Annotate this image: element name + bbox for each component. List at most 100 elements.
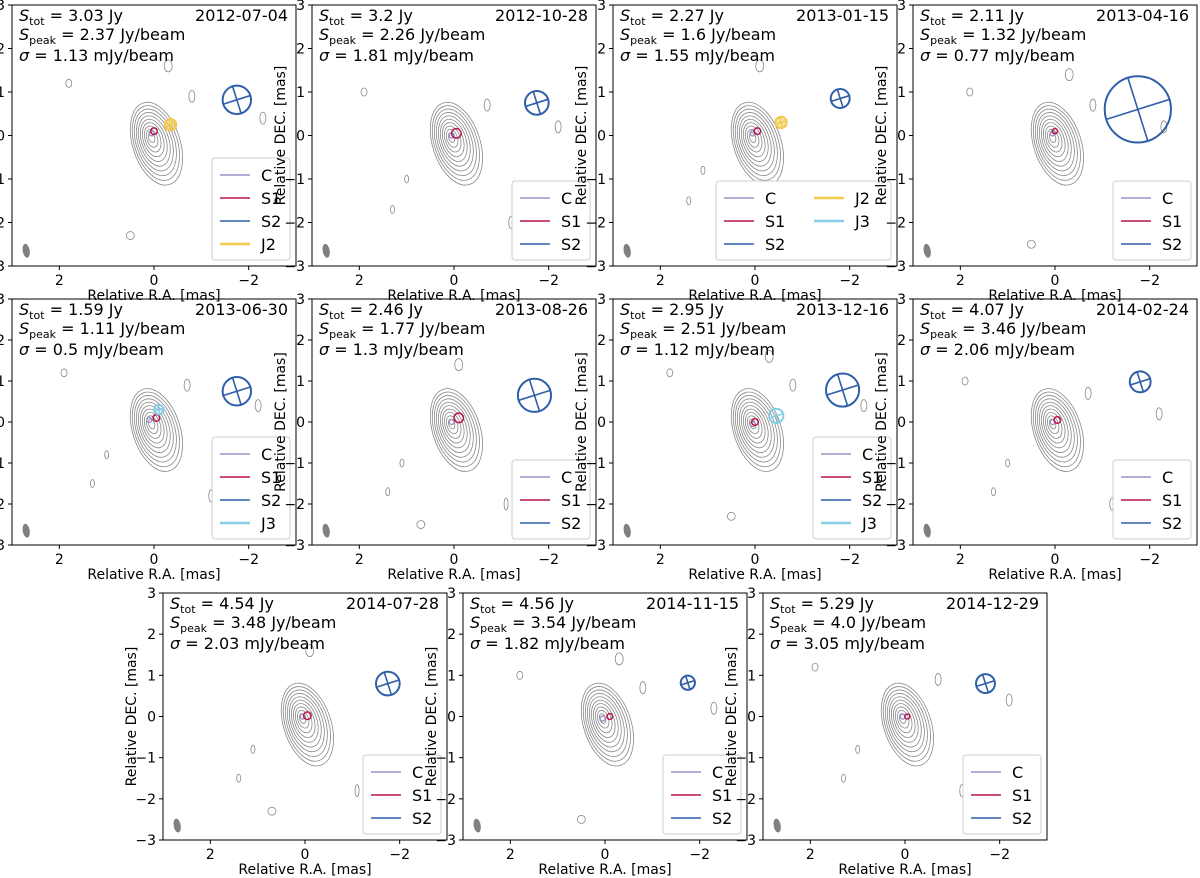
component-cross (778, 116, 784, 129)
legend-frame (211, 157, 291, 261)
contour-level (439, 118, 468, 162)
stat-value: 4.54 Jy (219, 594, 274, 613)
legend-label: C (1162, 189, 1173, 208)
contour-level (1034, 108, 1078, 176)
x-tick-label: 0 (751, 552, 760, 568)
noise-contour (516, 670, 524, 680)
stat-symbol: S (620, 6, 630, 25)
contour-level (588, 696, 622, 748)
stat-symbol: S (19, 25, 29, 44)
legend-label: J3 (260, 514, 276, 533)
equals-sign: = (180, 634, 204, 653)
legend: C S1 S2 (662, 754, 742, 835)
component-S2 (221, 84, 253, 116)
epoch-date: 2013-12-16 (796, 300, 889, 319)
legend-label: S1 (561, 491, 581, 510)
noise-contour (1155, 407, 1163, 421)
x-tick-label: 0 (901, 847, 910, 863)
y-tick-label: 2 (597, 333, 606, 349)
epoch-date: 2013-04-16 (1096, 6, 1189, 25)
component-S1 (450, 127, 462, 139)
panel-2014-11-15: 3 2 1 0 −1 −2 −3 2 0 −2 Relative R.A. [mas] Relativ… (424, 586, 748, 878)
noise-contour (390, 205, 395, 214)
epoch-date: 2014-02-24 (1096, 300, 1189, 319)
y-tick-label: 0 (897, 129, 906, 145)
stat-value: 4.07 Jy (969, 300, 1024, 319)
legend: C S1 S2 (511, 459, 591, 540)
component-C (148, 130, 155, 137)
stat-subscript: tot (930, 15, 946, 28)
stat-line: Speak = 3.54 Jy/beam (470, 613, 636, 635)
y-tick-label: 2 (597, 42, 606, 58)
contour-level (147, 418, 156, 430)
component-cross (773, 408, 780, 423)
equals-sign: = (56, 319, 80, 338)
epoch-date: 2013-06-30 (195, 300, 288, 319)
contour-level (880, 682, 934, 767)
noise-contour (385, 487, 391, 497)
beam-ellipse (773, 818, 781, 833)
contour-level (590, 699, 619, 743)
equals-sign: = (646, 300, 670, 319)
x-tick-label: −2 (538, 552, 559, 568)
component-cross (684, 675, 691, 690)
component-J2 (774, 115, 788, 130)
contour-level (1030, 388, 1084, 472)
noise-contour (416, 520, 426, 529)
noise-contour (934, 673, 942, 686)
noise-contour (811, 662, 819, 672)
x-tick-label: 2 (355, 552, 364, 568)
noise-contour (764, 349, 774, 363)
y-tick-label: −3 (885, 259, 906, 275)
contour-level (433, 108, 477, 176)
y-tick-label: 3 (447, 586, 456, 602)
contour-level (133, 108, 177, 176)
stat-line: σ = 1.12 mJy/beam (620, 340, 775, 359)
stat-value: 1.77 Jy/beam (380, 319, 486, 338)
component-S2 (524, 90, 550, 116)
y-tick-label: 0 (296, 129, 305, 145)
y-tick-label: 2 (747, 627, 756, 643)
sigma-symbol: σ (319, 340, 330, 359)
component-cross (1136, 371, 1145, 392)
stat-line: σ = 1.13 mJy/beam (19, 46, 174, 65)
contour-level (290, 699, 319, 743)
x-tick-label: 2 (506, 847, 515, 863)
stat-line: σ = 1.81 mJy/beam (319, 46, 474, 65)
contour-level (147, 132, 156, 143)
y-tick-label: −3 (0, 538, 5, 554)
beam-ellipse (322, 523, 330, 538)
contour-level (437, 401, 471, 453)
stat-line: Stot = 4.07 Jy (920, 300, 1024, 322)
y-tick-label: −1 (0, 456, 5, 472)
equals-sign: = (807, 613, 831, 632)
legend-frame (715, 180, 892, 261)
x-axis-label: Relative R.A. [mas] (838, 862, 971, 878)
component-marker (679, 674, 696, 691)
y-tick-label: 0 (296, 415, 305, 431)
legend-label: S2 (1012, 809, 1032, 828)
stat-line: Speak = 2.51 Jy/beam (620, 319, 786, 341)
contour-level (292, 703, 316, 738)
component-S1 (302, 711, 312, 721)
contour-level (441, 408, 465, 444)
component-S2 (516, 377, 553, 413)
component-marker (516, 377, 553, 413)
epoch-date: 2012-07-04 (195, 6, 288, 25)
contour-level (892, 703, 916, 738)
noise-contour (1005, 458, 1011, 468)
y-tick-label: 3 (296, 292, 305, 308)
contour-level (143, 125, 162, 153)
core-contours (811, 662, 1013, 797)
contour-level (286, 692, 325, 753)
noise-contour (267, 806, 277, 816)
contour-level (1032, 391, 1081, 468)
noise-contour (1089, 98, 1097, 112)
noise-contour (576, 815, 586, 824)
stat-subscript: peak (780, 622, 807, 635)
contour-level (596, 709, 610, 729)
stat-value: 2.46 Jy (368, 300, 423, 319)
x-axis-label: Relative R.A. [mas] (538, 862, 671, 878)
stat-symbol: S (620, 300, 630, 319)
